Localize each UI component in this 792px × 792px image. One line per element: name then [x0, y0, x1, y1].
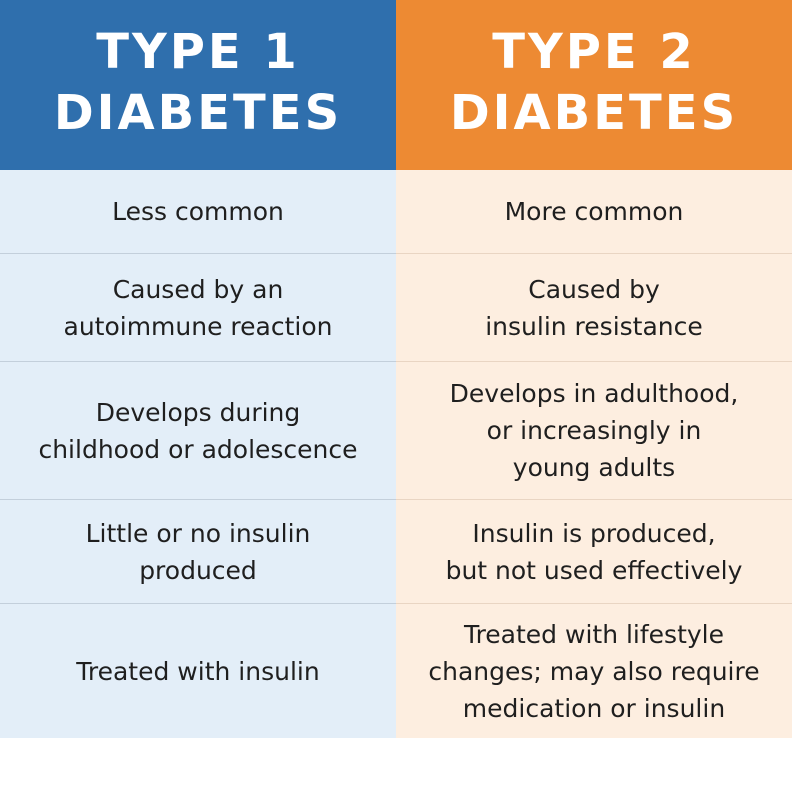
comparison-table: TYPE 1 DIABETES TYPE 2 DIABETES Less com…	[0, 0, 792, 738]
type2-prevalence-cell: More common	[396, 170, 792, 254]
type2-header-line2: DIABETES	[449, 85, 739, 141]
type1-prevalence-cell: Less common	[0, 170, 396, 254]
type2-onset-cell: Develops in adulthood, or increasingly i…	[396, 362, 792, 500]
type1-cause-cell: Caused by an autoimmune reaction	[0, 254, 396, 362]
type1-header-line1: TYPE 1	[96, 24, 300, 80]
type2-header-line1: TYPE 2	[492, 24, 696, 80]
type1-header: TYPE 1 DIABETES	[0, 0, 396, 170]
type1-header-line2: DIABETES	[53, 85, 343, 141]
type1-onset-cell: Develops during childhood or adolescence	[0, 362, 396, 500]
type2-insulin-production-cell: Insulin is produced, but not used effect…	[396, 500, 792, 604]
type1-insulin-production-cell: Little or no insulin produced	[0, 500, 396, 604]
type2-treatment-cell: Treated with lifestyle changes; may also…	[396, 604, 792, 738]
type2-cause-cell: Caused by insulin resistance	[396, 254, 792, 362]
type2-header: TYPE 2 DIABETES	[396, 0, 792, 170]
type1-treatment-cell: Treated with insulin	[0, 604, 396, 738]
